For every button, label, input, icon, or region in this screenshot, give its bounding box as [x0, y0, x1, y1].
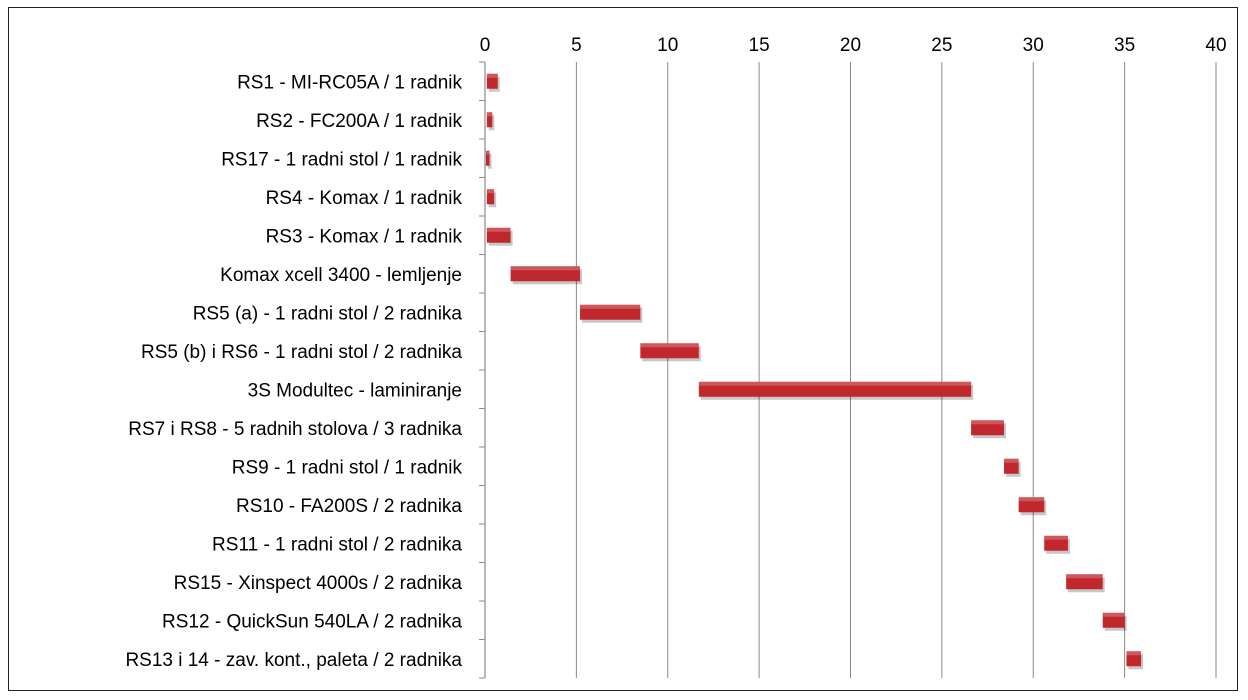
category-label: RS13 i 14 - zav. kont., paleta / 2 radni…	[125, 650, 462, 671]
bar	[1126, 651, 1142, 667]
category-label: RS15 - Xinspect 4000s / 2 radnika	[174, 573, 463, 594]
bar	[580, 304, 641, 320]
x-tick-labels: 0 5 10 15 20 25 30 35 40	[480, 35, 1227, 56]
bar-highlight	[1126, 651, 1142, 656]
bar-highlight	[510, 266, 581, 271]
gridlines	[575, 62, 1217, 678]
bar-highlight	[486, 112, 493, 117]
bar	[486, 73, 498, 89]
x-tick-label: 30	[1023, 35, 1044, 56]
category-label: RS11 - 1 radni stol / 2 radnika	[212, 534, 462, 555]
category-label: RS5 (a) - 1 radni stol / 2 radnika	[193, 303, 463, 324]
x-tick-label: 20	[840, 35, 861, 56]
bars	[485, 73, 1144, 670]
bar-highlight	[971, 420, 1005, 425]
category-label: RS4 - Komax / 1 radnik	[266, 188, 463, 209]
bar	[486, 112, 493, 128]
category-label: RS10 - FA200S / 2 radnika	[236, 496, 462, 517]
bar	[1044, 535, 1068, 551]
bar-highlight	[486, 189, 495, 194]
category-label: RS9 - 1 radni stol / 1 radnik	[232, 457, 463, 478]
bar-highlight	[1004, 458, 1019, 463]
bar-highlight	[1018, 497, 1045, 502]
x-tick-label: 40	[1205, 35, 1226, 56]
bar	[1102, 612, 1125, 628]
category-label: RS5 (b) i RS6 - 1 radni stol / 2 radnika	[141, 342, 462, 363]
category-label: Komax xcell 3400 - lemljenje	[220, 265, 462, 286]
bar-highlight	[640, 343, 699, 348]
bar-highlight	[698, 381, 972, 386]
x-tick-label: 0	[480, 35, 491, 56]
bar	[1066, 574, 1103, 590]
bar	[485, 150, 490, 166]
bar	[510, 266, 581, 282]
bar-highlight	[1102, 612, 1125, 617]
x-tick-label: 5	[571, 35, 582, 56]
bar	[1004, 458, 1019, 474]
x-tick-label: 15	[749, 35, 770, 56]
axes	[479, 61, 486, 679]
bar	[486, 189, 495, 205]
category-label: 3S Modultec - laminiranje	[248, 380, 462, 401]
bar-highlight	[486, 227, 511, 232]
category-label: RS1 - MI-RC05A / 1 radnik	[237, 72, 462, 93]
x-tick-label: 10	[657, 35, 678, 56]
x-tick-label: 25	[931, 35, 952, 56]
category-label: RS17 - 1 radni stol / 1 radnik	[221, 149, 462, 170]
bar-highlight	[1066, 574, 1103, 579]
bar-highlight	[485, 150, 490, 155]
bar	[486, 227, 511, 243]
x-tick-label: 35	[1114, 35, 1135, 56]
category-label: RS12 - QuickSun 540LA / 2 radnika	[162, 611, 462, 632]
bar-highlight	[486, 73, 498, 78]
category-labels: RS1 - MI-RC05A / 1 radnik RS2 - FC200A / …	[125, 72, 462, 671]
bar	[640, 343, 699, 359]
bar	[698, 381, 972, 397]
bar-highlight	[580, 304, 641, 309]
bar-highlight	[1044, 535, 1068, 540]
bar-shadow	[487, 153, 492, 169]
bar	[971, 420, 1005, 436]
category-label: RS3 - Komax / 1 radnik	[266, 226, 463, 247]
category-label: RS7 i RS8 - 5 radnih stolova / 3 radnika	[128, 419, 462, 440]
bar	[1018, 497, 1045, 513]
category-label: RS2 - FC200A / 1 radnik	[256, 111, 462, 132]
